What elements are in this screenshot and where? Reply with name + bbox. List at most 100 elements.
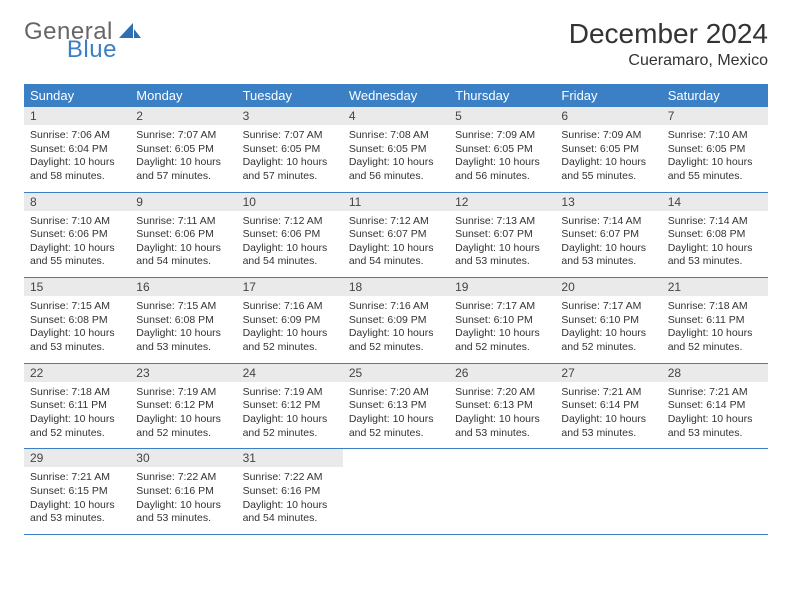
day-cell: 31Sunrise: 7:22 AMSunset: 6:16 PMDayligh… bbox=[237, 449, 343, 535]
day-cell: 18Sunrise: 7:16 AMSunset: 6:09 PMDayligh… bbox=[343, 278, 449, 364]
day-content: Sunrise: 7:22 AMSunset: 6:16 PMDaylight:… bbox=[130, 467, 236, 534]
daylight-text: Daylight: 10 hours and 52 minutes. bbox=[243, 327, 337, 354]
daylight-text: Daylight: 10 hours and 56 minutes. bbox=[455, 156, 549, 183]
sunrise-text: Sunrise: 7:18 AM bbox=[668, 300, 762, 314]
day-content: Sunrise: 7:21 AMSunset: 6:14 PMDaylight:… bbox=[555, 382, 661, 449]
sunrise-text: Sunrise: 7:20 AM bbox=[349, 386, 443, 400]
day-number: 20 bbox=[555, 278, 661, 296]
day-header: Friday bbox=[555, 84, 661, 107]
day-cell: 16Sunrise: 7:15 AMSunset: 6:08 PMDayligh… bbox=[130, 278, 236, 364]
sunrise-text: Sunrise: 7:09 AM bbox=[561, 129, 655, 143]
day-content: Sunrise: 7:13 AMSunset: 6:07 PMDaylight:… bbox=[449, 211, 555, 278]
week-row: 29Sunrise: 7:21 AMSunset: 6:15 PMDayligh… bbox=[24, 449, 768, 535]
daylight-text: Daylight: 10 hours and 54 minutes. bbox=[243, 499, 337, 526]
day-number: 25 bbox=[343, 364, 449, 382]
daylight-text: Daylight: 10 hours and 54 minutes. bbox=[349, 242, 443, 269]
day-content: Sunrise: 7:12 AMSunset: 6:06 PMDaylight:… bbox=[237, 211, 343, 278]
day-number: 31 bbox=[237, 449, 343, 467]
sunset-text: Sunset: 6:11 PM bbox=[30, 399, 124, 413]
sunrise-text: Sunrise: 7:22 AM bbox=[136, 471, 230, 485]
day-number: 7 bbox=[662, 107, 768, 125]
sunset-text: Sunset: 6:14 PM bbox=[668, 399, 762, 413]
sunset-text: Sunset: 6:16 PM bbox=[136, 485, 230, 499]
day-content: Sunrise: 7:16 AMSunset: 6:09 PMDaylight:… bbox=[343, 296, 449, 363]
sunset-text: Sunset: 6:14 PM bbox=[561, 399, 655, 413]
day-cell: 15Sunrise: 7:15 AMSunset: 6:08 PMDayligh… bbox=[24, 278, 130, 364]
day-cell: 10Sunrise: 7:12 AMSunset: 6:06 PMDayligh… bbox=[237, 192, 343, 278]
sunset-text: Sunset: 6:05 PM bbox=[243, 143, 337, 157]
sunset-text: Sunset: 6:07 PM bbox=[349, 228, 443, 242]
day-cell: 2Sunrise: 7:07 AMSunset: 6:05 PMDaylight… bbox=[130, 107, 236, 192]
sunrise-text: Sunrise: 7:17 AM bbox=[455, 300, 549, 314]
sunset-text: Sunset: 6:08 PM bbox=[668, 228, 762, 242]
sunset-text: Sunset: 6:12 PM bbox=[243, 399, 337, 413]
day-header: Thursday bbox=[449, 84, 555, 107]
week-row: 15Sunrise: 7:15 AMSunset: 6:08 PMDayligh… bbox=[24, 278, 768, 364]
day-cell: 7Sunrise: 7:10 AMSunset: 6:05 PMDaylight… bbox=[662, 107, 768, 192]
sunrise-text: Sunrise: 7:09 AM bbox=[455, 129, 549, 143]
day-content: Sunrise: 7:21 AMSunset: 6:15 PMDaylight:… bbox=[24, 467, 130, 534]
day-header: Sunday bbox=[24, 84, 130, 107]
daylight-text: Daylight: 10 hours and 52 minutes. bbox=[561, 327, 655, 354]
sunset-text: Sunset: 6:13 PM bbox=[349, 399, 443, 413]
day-number: 21 bbox=[662, 278, 768, 296]
day-cell: 30Sunrise: 7:22 AMSunset: 6:16 PMDayligh… bbox=[130, 449, 236, 535]
day-content: Sunrise: 7:17 AMSunset: 6:10 PMDaylight:… bbox=[555, 296, 661, 363]
daylight-text: Daylight: 10 hours and 57 minutes. bbox=[136, 156, 230, 183]
day-content: Sunrise: 7:10 AMSunset: 6:06 PMDaylight:… bbox=[24, 211, 130, 278]
sunset-text: Sunset: 6:08 PM bbox=[136, 314, 230, 328]
day-number: 16 bbox=[130, 278, 236, 296]
day-cell bbox=[449, 449, 555, 535]
sunrise-text: Sunrise: 7:14 AM bbox=[668, 215, 762, 229]
daylight-text: Daylight: 10 hours and 52 minutes. bbox=[349, 413, 443, 440]
day-content: Sunrise: 7:16 AMSunset: 6:09 PMDaylight:… bbox=[237, 296, 343, 363]
day-content: Sunrise: 7:14 AMSunset: 6:08 PMDaylight:… bbox=[662, 211, 768, 278]
day-number: 17 bbox=[237, 278, 343, 296]
sunrise-text: Sunrise: 7:06 AM bbox=[30, 129, 124, 143]
day-number: 23 bbox=[130, 364, 236, 382]
daylight-text: Daylight: 10 hours and 52 minutes. bbox=[455, 327, 549, 354]
sunrise-text: Sunrise: 7:21 AM bbox=[561, 386, 655, 400]
day-content: Sunrise: 7:11 AMSunset: 6:06 PMDaylight:… bbox=[130, 211, 236, 278]
day-number: 18 bbox=[343, 278, 449, 296]
day-content: Sunrise: 7:09 AMSunset: 6:05 PMDaylight:… bbox=[449, 125, 555, 192]
day-content: Sunrise: 7:21 AMSunset: 6:14 PMDaylight:… bbox=[662, 382, 768, 449]
day-content: Sunrise: 7:20 AMSunset: 6:13 PMDaylight:… bbox=[343, 382, 449, 449]
week-row: 22Sunrise: 7:18 AMSunset: 6:11 PMDayligh… bbox=[24, 363, 768, 449]
day-number: 9 bbox=[130, 193, 236, 211]
day-cell: 26Sunrise: 7:20 AMSunset: 6:13 PMDayligh… bbox=[449, 363, 555, 449]
sunrise-text: Sunrise: 7:22 AM bbox=[243, 471, 337, 485]
daylight-text: Daylight: 10 hours and 54 minutes. bbox=[136, 242, 230, 269]
daylight-text: Daylight: 10 hours and 52 minutes. bbox=[30, 413, 124, 440]
day-number: 19 bbox=[449, 278, 555, 296]
sunset-text: Sunset: 6:09 PM bbox=[349, 314, 443, 328]
daylight-text: Daylight: 10 hours and 52 minutes. bbox=[136, 413, 230, 440]
day-number: 22 bbox=[24, 364, 130, 382]
sunrise-text: Sunrise: 7:19 AM bbox=[136, 386, 230, 400]
daylight-text: Daylight: 10 hours and 54 minutes. bbox=[243, 242, 337, 269]
daylight-text: Daylight: 10 hours and 53 minutes. bbox=[668, 413, 762, 440]
day-cell: 20Sunrise: 7:17 AMSunset: 6:10 PMDayligh… bbox=[555, 278, 661, 364]
daylight-text: Daylight: 10 hours and 53 minutes. bbox=[136, 499, 230, 526]
day-header-row: SundayMondayTuesdayWednesdayThursdayFrid… bbox=[24, 84, 768, 107]
day-content: Sunrise: 7:12 AMSunset: 6:07 PMDaylight:… bbox=[343, 211, 449, 278]
day-cell: 21Sunrise: 7:18 AMSunset: 6:11 PMDayligh… bbox=[662, 278, 768, 364]
sunrise-text: Sunrise: 7:08 AM bbox=[349, 129, 443, 143]
sunset-text: Sunset: 6:05 PM bbox=[455, 143, 549, 157]
day-content: Sunrise: 7:08 AMSunset: 6:05 PMDaylight:… bbox=[343, 125, 449, 192]
sunset-text: Sunset: 6:05 PM bbox=[561, 143, 655, 157]
sunrise-text: Sunrise: 7:11 AM bbox=[136, 215, 230, 229]
day-content: Sunrise: 7:15 AMSunset: 6:08 PMDaylight:… bbox=[24, 296, 130, 363]
day-number: 8 bbox=[24, 193, 130, 211]
day-header: Wednesday bbox=[343, 84, 449, 107]
day-content: Sunrise: 7:15 AMSunset: 6:08 PMDaylight:… bbox=[130, 296, 236, 363]
sunset-text: Sunset: 6:10 PM bbox=[561, 314, 655, 328]
daylight-text: Daylight: 10 hours and 55 minutes. bbox=[668, 156, 762, 183]
day-cell: 1Sunrise: 7:06 AMSunset: 6:04 PMDaylight… bbox=[24, 107, 130, 192]
week-row: 1Sunrise: 7:06 AMSunset: 6:04 PMDaylight… bbox=[24, 107, 768, 192]
sunset-text: Sunset: 6:05 PM bbox=[349, 143, 443, 157]
day-header: Tuesday bbox=[237, 84, 343, 107]
day-cell: 3Sunrise: 7:07 AMSunset: 6:05 PMDaylight… bbox=[237, 107, 343, 192]
sunrise-text: Sunrise: 7:14 AM bbox=[561, 215, 655, 229]
day-cell: 22Sunrise: 7:18 AMSunset: 6:11 PMDayligh… bbox=[24, 363, 130, 449]
